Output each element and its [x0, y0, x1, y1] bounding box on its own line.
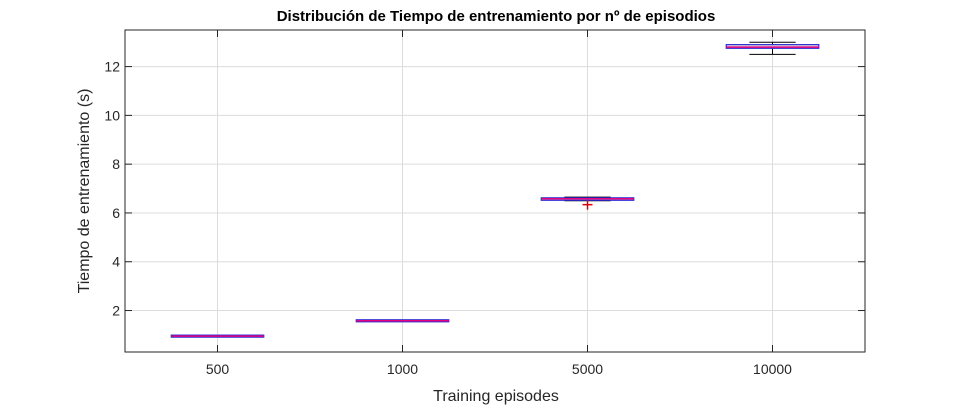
- box-500: [170, 334, 265, 338]
- y-axis-label: Tiempo de entrenamiento (s): [76, 89, 93, 294]
- tick-layer: 2 4 6 8 10 12 500 1000 5000 10000: [104, 30, 865, 377]
- y-tick-label: 12: [104, 59, 120, 75]
- box-10000: [725, 41, 820, 55]
- y-tick-label: 8: [112, 156, 120, 172]
- x-tick-label: 5000: [572, 361, 603, 377]
- grid-layer: [125, 30, 865, 352]
- chart-title: Distribución de Tiempo de entrenamiento …: [277, 8, 716, 25]
- x-axis-label: Training episodes: [433, 388, 559, 405]
- y-tick-label: 6: [112, 205, 120, 221]
- y-tick-label: 2: [112, 303, 120, 319]
- outlier-marker: [582, 199, 593, 210]
- x-tick-label: 500: [206, 361, 230, 377]
- x-tick-label: 10000: [753, 361, 792, 377]
- y-tick-label: 10: [104, 107, 120, 123]
- plot-area-frame: [124, 29, 866, 353]
- box-1000: [355, 319, 450, 323]
- box-layer: [170, 41, 820, 338]
- y-tick-label: 4: [112, 254, 120, 270]
- box-5000: [540, 196, 635, 210]
- x-tick-label: 1000: [387, 361, 418, 377]
